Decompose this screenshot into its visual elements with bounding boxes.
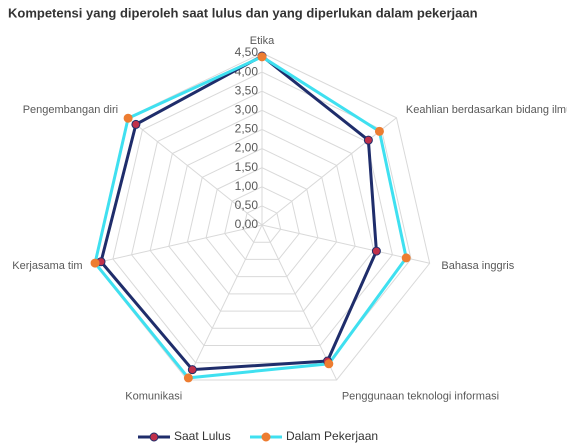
marker [401,253,411,263]
marker [123,113,133,123]
grid-ring [242,205,282,243]
category-label: Penggunaan teknologi informasi [342,391,499,403]
r-tick-label: 0,00 [235,217,259,231]
marker [371,246,381,256]
spoke [127,117,263,226]
spoke [186,224,263,381]
legend-item: Saat Lulus [138,429,231,443]
category-label: Kerjasama tim [12,260,82,272]
legend-marker [149,432,159,442]
marker [183,373,193,383]
r-tick-label: 2,00 [235,141,259,155]
series-line [99,54,378,372]
legend-label: Saat Lulus [174,429,231,443]
legend-marker [261,432,271,442]
marker [374,126,384,136]
series-line [93,55,408,380]
r-tick-label: 1,00 [235,179,259,193]
chart-title: Kompetensi yang diperoleh saat lulus dan… [8,5,478,20]
legend-label: Dalam Pekerjaan [286,429,378,443]
marker [131,119,141,129]
r-tick-label: 1,50 [235,160,259,174]
category-label: Keahlian berdasarkan bidang ilmu [406,104,567,116]
grid-ring [224,186,300,260]
legend-item: Dalam Pekerjaan [250,429,378,443]
spoke [261,224,430,264]
category-label: Komunikasi [125,391,182,403]
marker [257,52,267,62]
marker [187,365,197,375]
marker [324,359,334,369]
grid-ring [205,167,319,278]
marker [363,135,373,145]
r-tick-label: 0,50 [235,198,259,212]
r-tick-label: 3,50 [235,83,259,97]
r-tick-label: 4,50 [235,45,259,59]
grid-ring [168,128,356,312]
grid-ring [112,71,412,364]
category-label: Etika [250,35,275,47]
r-tick-label: 2,50 [235,122,259,136]
r-tick-label: 3,00 [235,103,259,117]
grid-ring [149,109,375,329]
spoke [261,224,338,381]
spoke [261,117,397,226]
spoke [94,224,263,264]
grid-ring [186,148,338,295]
category-label: Bahasa inggris [441,260,514,272]
category-label: Pengembangan diri [23,104,118,116]
marker [90,258,100,268]
